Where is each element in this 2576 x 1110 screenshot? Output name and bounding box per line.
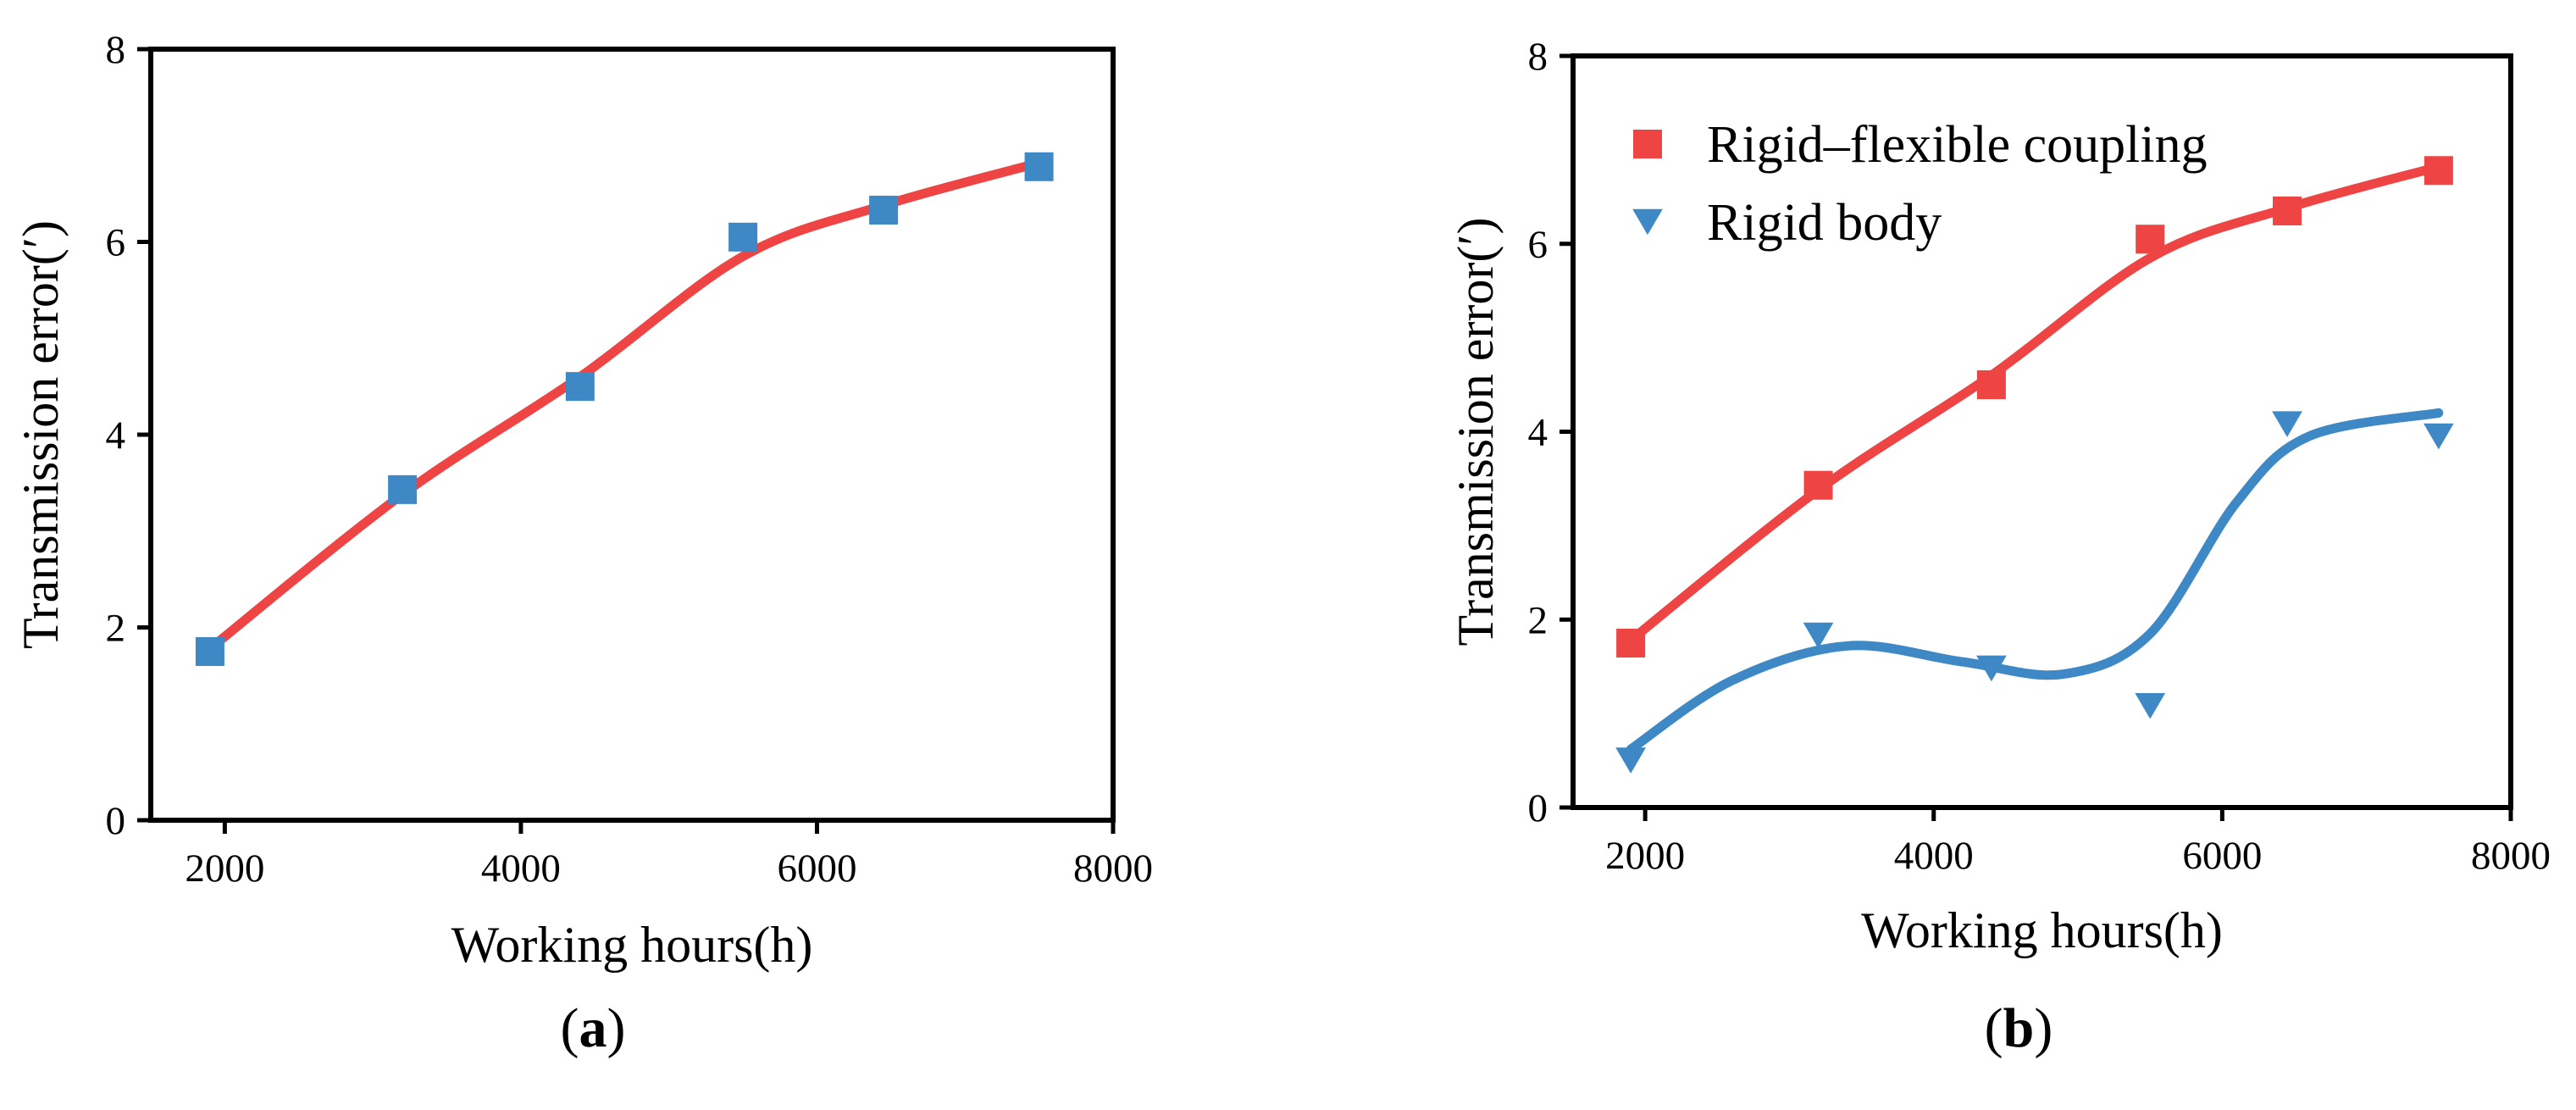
data-point-marker [2272, 411, 2302, 437]
panel-caption: (a) [561, 997, 626, 1059]
data-point-marker [565, 372, 595, 402]
y-tick-label: 0 [1528, 786, 1548, 830]
panel-b: 2000 4000 6000 8000 0 2 4 6 8 Working hours(h) Tra… [1448, 35, 2551, 1059]
data-point-marker [2273, 196, 2302, 225]
legend-marker [1633, 130, 1662, 158]
data-point-marker [869, 195, 899, 225]
data-point-marker [728, 222, 758, 252]
x-tick-label: 6000 [777, 846, 856, 891]
series-1 [1615, 408, 2454, 774]
data-point-marker [2424, 156, 2453, 186]
x-tick-label: 8000 [2471, 834, 2551, 878]
data-point-marker [2136, 225, 2165, 254]
series-0 [1616, 156, 2453, 658]
y-tick-label: 8 [106, 28, 126, 72]
data-point-marker [1615, 747, 1646, 774]
x-tick-label: 8000 [1073, 846, 1153, 891]
x-tick-label: 4000 [1894, 834, 1974, 878]
y-tick-label: 4 [106, 413, 126, 458]
data-point-marker [1976, 655, 2007, 682]
legend-label: Rigid body [1707, 194, 1942, 252]
legend-marker [1632, 208, 1663, 236]
x-tick-label: 4000 [481, 846, 561, 891]
y-tick-label: 2 [106, 607, 126, 651]
x-tick-label: 2000 [1605, 834, 1685, 878]
y-tick-label: 0 [106, 799, 126, 843]
x-axis-title: Working hours(h) [1861, 902, 2223, 958]
data-point-marker [195, 636, 224, 666]
x-tick-label: 2000 [185, 846, 264, 891]
y-tick-label: 4 [1528, 411, 1548, 455]
y-tick-label: 8 [1528, 35, 1548, 79]
x-tick-label: 6000 [2182, 834, 2262, 878]
y-tick-label: 2 [1528, 598, 1548, 642]
plot-frame [148, 47, 1116, 823]
data-point-marker [1976, 370, 2006, 400]
y-axis-title: Transmission error(′) [13, 220, 69, 649]
x-axis-title: Working hours(h) [451, 917, 813, 973]
fit-curve [1626, 408, 2444, 754]
legend-label: Rigid–flexible coupling [1707, 116, 2208, 174]
data-point-marker [1024, 152, 1054, 181]
data-point-marker [1803, 622, 1834, 649]
data-point-marker [388, 475, 418, 504]
panel-caption: (b) [1985, 997, 2053, 1059]
series-0 [195, 152, 1054, 666]
fit-curve [205, 158, 1044, 653]
data-point-marker [1616, 628, 1646, 658]
data-point-marker [1803, 470, 1833, 500]
data-point-marker [2423, 423, 2454, 450]
y-tick-label: 6 [1528, 223, 1548, 267]
legend: Rigid–flexible coupling Rigid body [1632, 116, 2208, 252]
y-axis-title: Transmission error(′) [1448, 218, 1504, 647]
data-point-marker [2135, 692, 2166, 719]
panel-a: 2000 4000 6000 8000 0 2 4 6 8 Working hours(h) Tra… [13, 28, 1153, 1059]
y-tick-label: 6 [106, 221, 126, 265]
